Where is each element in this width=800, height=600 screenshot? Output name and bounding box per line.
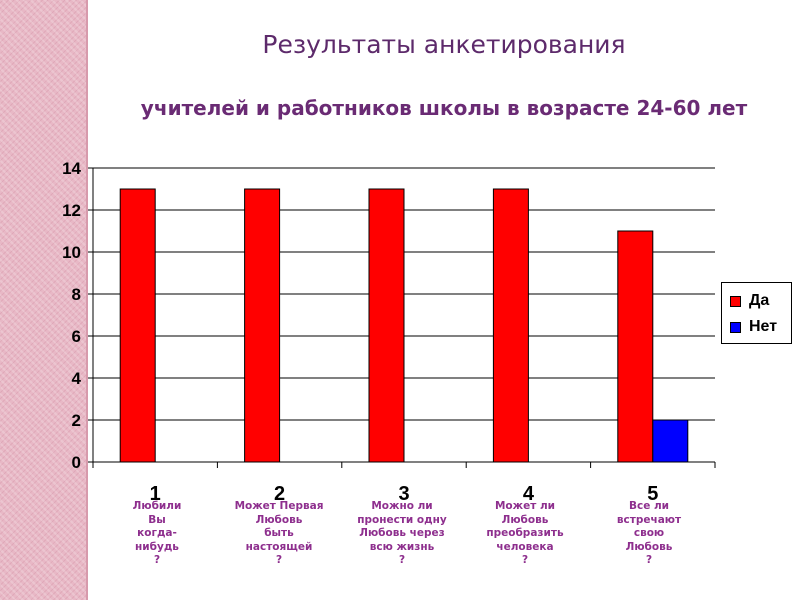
legend-item-yes: Да xyxy=(730,291,769,311)
y-tick-label: 2 xyxy=(72,411,81,430)
x-tick-label: 1 xyxy=(150,483,161,505)
x-tick-label: 2 xyxy=(274,483,285,505)
y-tick-label: 4 xyxy=(72,369,82,388)
y-tick-label: 8 xyxy=(72,285,81,304)
question-label-1: Любили Вы когда- нибудь ? xyxy=(132,500,182,566)
y-tick-label: 10 xyxy=(62,243,81,262)
question-label-3: Можно ли пронести одну Любовь через всю … xyxy=(357,500,447,566)
page-subtitle: учителей и работников школы в возрасте 2… xyxy=(140,96,748,120)
y-tick-label: 12 xyxy=(62,201,81,220)
legend-swatch-no xyxy=(730,321,741,333)
x-tick-label: 5 xyxy=(647,483,658,505)
y-tick-label: 14 xyxy=(62,159,81,178)
question-label-4: Может ли Любовь преобразить человека ? xyxy=(486,500,564,566)
question-label-5: Все ли встречают свою Любовь ? xyxy=(616,500,682,566)
legend-item-no: Нет xyxy=(730,317,777,337)
bar-yes xyxy=(617,230,654,463)
legend-label-no: Нет xyxy=(749,318,778,335)
bar-yes xyxy=(119,188,156,463)
x-tick-label: 3 xyxy=(398,483,409,505)
bar-yes xyxy=(492,188,529,463)
page-title: Результаты анкетирования xyxy=(262,30,626,59)
y-tick-label: 0 xyxy=(72,453,81,472)
question-label-2: Может Первая Любовь быть настоящей ? xyxy=(234,500,324,566)
bar-yes xyxy=(368,188,405,463)
bar-no xyxy=(652,419,689,463)
legend-label-yes: Да xyxy=(749,292,770,309)
y-tick-label: 6 xyxy=(72,327,81,346)
legend-swatch-yes xyxy=(730,295,741,307)
x-tick-label: 4 xyxy=(523,483,535,505)
decorative-side-stripe xyxy=(0,0,88,600)
chart-legend: Да Нет xyxy=(721,282,792,344)
bar-yes xyxy=(244,188,281,463)
